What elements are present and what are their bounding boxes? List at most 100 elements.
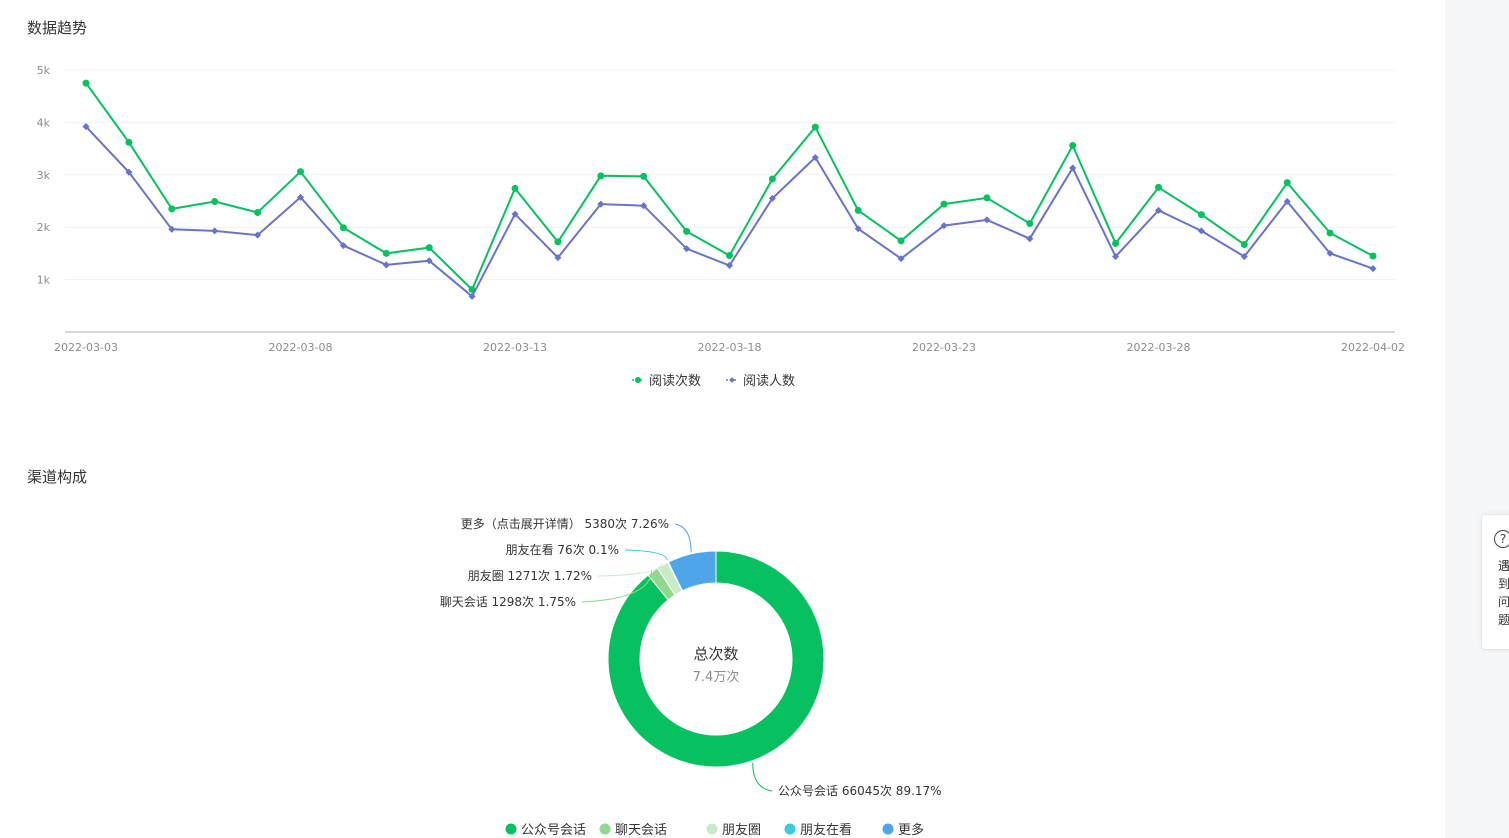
data-point[interactable] — [168, 225, 176, 233]
data-point[interactable] — [940, 222, 948, 230]
donut-center-title: 总次数 — [693, 645, 738, 663]
legend-dot — [706, 823, 718, 835]
series-reader-count — [82, 123, 1377, 300]
data-point[interactable] — [425, 257, 433, 265]
data-point[interactable] — [1326, 229, 1334, 237]
data-point[interactable] — [1026, 220, 1034, 228]
legend-item[interactable]: 朋友在看 — [784, 822, 853, 838]
slice-label: 更多（点击展开详情） 5380次 7.26% — [461, 516, 669, 531]
leader-line — [674, 523, 692, 552]
legend-item[interactable]: 公众号会话 — [505, 823, 587, 838]
channel-donut-chart: 公众号会话 66045次 89.17% 聊天会话 1298次 1.75% 朋友圈 1… — [440, 516, 942, 838]
y-tick-label: 3k — [37, 169, 51, 182]
data-point[interactable] — [640, 202, 648, 210]
data-point[interactable] — [211, 227, 219, 235]
data-point[interactable] — [254, 231, 262, 239]
series-read-count — [82, 79, 1377, 294]
donut-slice[interactable] — [607, 550, 825, 768]
data-point[interactable] — [768, 194, 776, 202]
legend-marker — [635, 377, 641, 383]
trend-section-title: 数据趋势 — [27, 19, 88, 37]
y-tick-label: 1k — [37, 274, 51, 287]
data-point[interactable] — [168, 205, 176, 213]
help-widget[interactable]: ? 遇到问题 — [1481, 514, 1509, 650]
y-tick-label: 4k — [37, 116, 51, 129]
data-point[interactable] — [811, 153, 819, 162]
data-point[interactable] — [125, 138, 133, 146]
data-point[interactable] — [82, 79, 90, 87]
data-point[interactable] — [554, 238, 562, 246]
data-point[interactable] — [339, 224, 347, 232]
data-point[interactable] — [854, 206, 862, 214]
data-point[interactable] — [425, 244, 433, 252]
legend-dot — [505, 823, 517, 835]
data-point[interactable] — [1197, 211, 1205, 219]
data-point[interactable] — [897, 255, 905, 263]
data-point[interactable] — [382, 261, 390, 269]
legend-label: 阅读次数 — [649, 373, 701, 389]
x-tick-label: 2022-03-18 — [698, 341, 762, 354]
data-point[interactable] — [82, 123, 90, 131]
legend-label: 朋友在看 — [800, 822, 852, 838]
x-tick-label: 2022-03-03 — [54, 341, 118, 354]
legend-item[interactable]: 聊天会话 — [599, 823, 668, 838]
data-point[interactable] — [1155, 183, 1162, 191]
legend-label: 更多 — [898, 822, 924, 838]
x-tick-label: 2022-03-08 — [269, 341, 333, 354]
data-point[interactable] — [1369, 265, 1377, 273]
legend-item[interactable]: 阅读次数 — [632, 373, 701, 389]
data-point[interactable] — [854, 225, 862, 233]
x-tick-label: 2022-03-23 — [912, 341, 976, 354]
data-point[interactable] — [211, 198, 219, 206]
leader-line — [597, 563, 663, 577]
data-point[interactable] — [1369, 252, 1377, 260]
leader-line — [752, 762, 773, 792]
legend-label: 阅读人数 — [743, 374, 795, 389]
leader-line — [581, 569, 653, 603]
data-point[interactable] — [339, 242, 347, 250]
data-point[interactable] — [1283, 179, 1291, 187]
y-tick-label: 5k — [37, 64, 51, 77]
legend-label: 聊天会话 — [615, 823, 667, 838]
data-point[interactable] — [811, 123, 819, 131]
legend-item[interactable]: 朋友圈 — [706, 822, 762, 838]
legend-dot — [599, 823, 611, 835]
data-point[interactable] — [983, 194, 991, 202]
data-point[interactable] — [1112, 239, 1120, 247]
y-tick-label: 2k — [37, 221, 51, 234]
data-point[interactable] — [296, 193, 305, 201]
data-point[interactable] — [725, 261, 734, 269]
right-gutter — [1445, 0, 1509, 838]
data-point[interactable] — [297, 168, 304, 176]
data-point[interactable] — [597, 200, 605, 208]
donut-center-value: 7.4万次 — [693, 669, 740, 685]
question-icon: ? — [1494, 530, 1509, 548]
data-point[interactable] — [768, 175, 776, 183]
data-point[interactable] — [983, 216, 991, 224]
legend-label: 公众号会话 — [521, 823, 586, 838]
data-point[interactable] — [726, 251, 733, 259]
data-point[interactable] — [597, 172, 605, 180]
data-point[interactable] — [940, 200, 948, 208]
data-point[interactable] — [382, 249, 390, 257]
data-point[interactable] — [1240, 240, 1248, 248]
legend-item[interactable]: 更多 — [882, 822, 925, 838]
donut-slice[interactable] — [667, 550, 717, 592]
series-line — [85, 125, 1374, 298]
legend-item[interactable]: 阅读人数 — [726, 374, 795, 389]
data-point[interactable] — [1069, 141, 1077, 149]
data-point[interactable] — [897, 237, 905, 245]
x-tick-label: 2022-04-02 — [1341, 341, 1405, 354]
slice-label: 公众号会话 66045次 89.17% — [778, 784, 942, 798]
data-point[interactable] — [683, 245, 691, 253]
x-tick-label: 2022-03-28 — [1127, 341, 1191, 354]
data-point[interactable] — [468, 292, 476, 300]
data-point[interactable] — [511, 210, 519, 218]
legend-label: 朋友圈 — [722, 822, 761, 838]
data-point[interactable] — [511, 184, 519, 192]
channel-section-title: 渠道构成 — [27, 468, 88, 486]
data-point[interactable] — [683, 227, 691, 235]
data-point[interactable] — [640, 172, 648, 180]
trend-line-chart: 1k 2k 3k 4k 5k 2022-03-03 2022-03-08 2022-03-1… — [37, 64, 1405, 389]
data-point[interactable] — [254, 209, 262, 217]
